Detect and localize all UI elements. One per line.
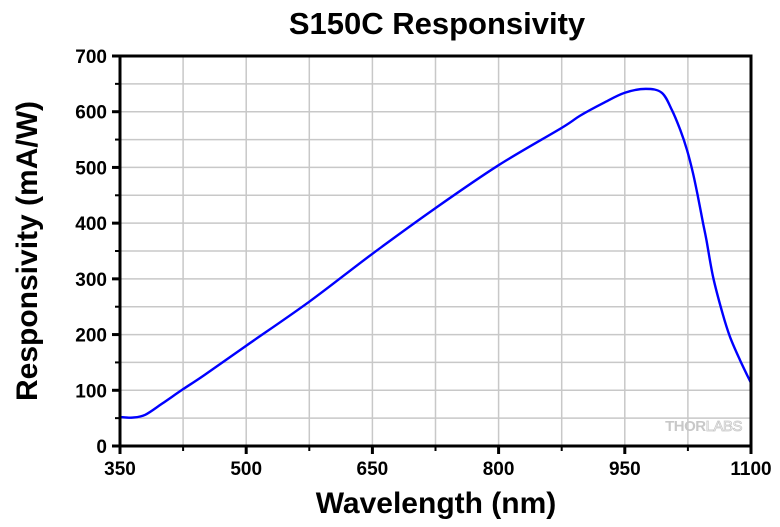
y-tick-label: 700 xyxy=(75,47,107,68)
y-tick-label: 400 xyxy=(75,214,107,235)
x-axis-label: Wavelength (nm) xyxy=(316,487,557,520)
x-tick-label: 800 xyxy=(483,459,515,480)
watermark-light: LABS xyxy=(706,418,743,435)
x-tick-label: 650 xyxy=(357,459,389,480)
tick-labels: 350 500 650 800 950 1100 0 100 200 300 400 500 600 70… xyxy=(75,47,771,480)
y-tick-label: 300 xyxy=(75,270,107,291)
x-tick-label: 950 xyxy=(609,459,641,480)
y-tick-label: 500 xyxy=(75,158,107,179)
y-axis-label: Responsivity (mA/W) xyxy=(11,101,44,401)
x-tick-label: 1100 xyxy=(730,459,771,480)
axes xyxy=(112,54,753,454)
series-group xyxy=(119,87,753,419)
y-tick-label: 100 xyxy=(75,381,107,402)
chart-title: S150C Responsivity xyxy=(289,6,586,41)
y-tick-label: 0 xyxy=(96,437,107,458)
y-tick-label: 200 xyxy=(75,326,107,347)
y-tick-label: 600 xyxy=(75,103,107,124)
thorlabs-watermark: THORLABS xyxy=(665,418,743,436)
watermark-bold: THOR xyxy=(665,418,706,435)
x-tick-label: 500 xyxy=(230,459,262,480)
x-tick-label: 350 xyxy=(104,459,136,480)
svg-text:THORLABS: THORLABS xyxy=(665,418,742,435)
grid-lines xyxy=(120,56,751,446)
tick-marks xyxy=(112,54,753,454)
series-line-s150c xyxy=(119,87,753,419)
